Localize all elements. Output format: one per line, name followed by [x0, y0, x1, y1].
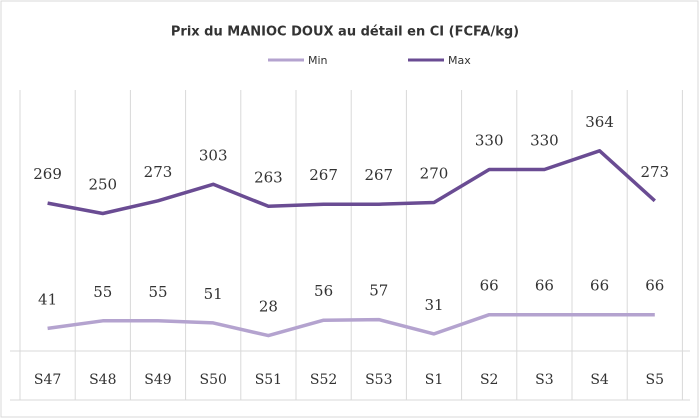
- data-label: 55: [148, 283, 167, 301]
- x-tick-label: S52: [310, 372, 337, 388]
- chart-title: Prix du MANIOC DOUX au détail en CI (FCF…: [171, 25, 519, 40]
- data-label: 66: [480, 277, 499, 295]
- data-label: 267: [309, 166, 338, 184]
- x-tick-label: S51: [255, 372, 282, 388]
- data-label: 66: [590, 277, 609, 295]
- data-label: 41: [38, 290, 57, 308]
- data-label: 263: [254, 168, 283, 186]
- x-tick-label: S48: [89, 372, 116, 388]
- data-label: 57: [369, 282, 388, 300]
- series-line: [47, 312, 655, 338]
- data-label: 330: [475, 132, 504, 150]
- data-label: 55: [93, 283, 112, 301]
- x-tick-label: S5: [646, 372, 665, 388]
- data-label: 273: [144, 163, 173, 181]
- series-line: [47, 149, 656, 216]
- data-label: 66: [645, 277, 664, 295]
- x-tick-label: S4: [590, 372, 609, 388]
- data-label: 267: [364, 166, 393, 184]
- x-tick-label: S49: [144, 372, 171, 388]
- data-label: 330: [530, 132, 559, 150]
- x-tick-label: S47: [34, 372, 61, 388]
- legend-label: Max: [448, 54, 471, 67]
- legend-label: Min: [308, 54, 328, 67]
- x-tick-label: S50: [199, 372, 226, 388]
- data-label: 273: [640, 163, 669, 181]
- data-label: 31: [424, 296, 443, 314]
- x-tick-label: S1: [425, 372, 444, 388]
- data-label: 270: [420, 165, 449, 183]
- data-label: 28: [259, 298, 278, 316]
- data-label: 66: [535, 277, 554, 295]
- data-label: 269: [33, 165, 62, 183]
- data-label: 303: [199, 146, 228, 164]
- data-label: 250: [88, 176, 117, 194]
- x-tick-label: S2: [480, 372, 499, 388]
- data-label: 364: [585, 113, 614, 131]
- x-tick-label: S3: [535, 372, 554, 388]
- data-label: 51: [204, 285, 223, 303]
- data-label: 56: [314, 282, 333, 300]
- x-tick-label: S53: [365, 372, 392, 388]
